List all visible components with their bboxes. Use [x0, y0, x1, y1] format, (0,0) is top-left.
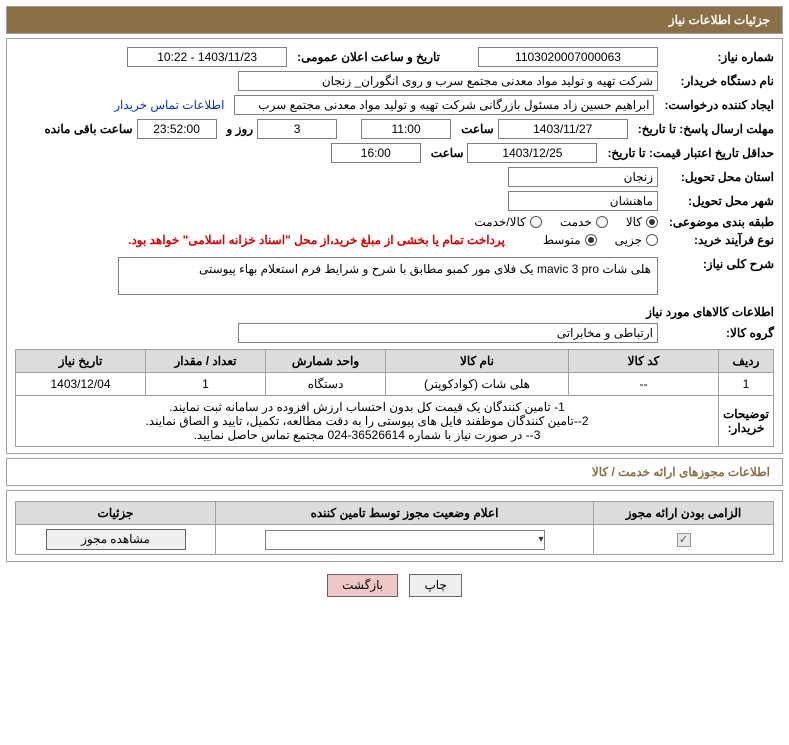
lic-status-cell: ▾ [216, 525, 594, 555]
province-value: زنجان [508, 167, 658, 187]
city-label: شهر محل تحویل: [662, 194, 774, 208]
cat-gs-text: کالا/خدمت [474, 215, 525, 229]
items-table: ردیف کد کالا نام کالا واحد شمارش تعداد /… [15, 349, 774, 447]
col-qty: تعداد / مقدار [146, 350, 266, 373]
cat-goods-radio[interactable]: کالا [626, 215, 658, 229]
cell-name: هلی شات (کوادکوپتر) [386, 373, 569, 396]
requester-value: ابراهیم حسین زاد مسئول بازرگانی شرکت تهی… [234, 95, 654, 115]
proc-medium-text: متوسط [543, 233, 581, 247]
remaining-days: 3 [257, 119, 337, 139]
cell-idx: 1 [718, 373, 773, 396]
remaining-hms: 23:52:00 [137, 119, 217, 139]
need-details-panel: شماره نیاز: 1103020007000063 تاریخ و ساع… [6, 38, 783, 454]
cat-service-radio[interactable]: خدمت [560, 215, 608, 229]
proc-partial-text: جزیی [615, 233, 642, 247]
license-section-title: اطلاعات مجوزهای ارائه خدمت / کالا [6, 458, 783, 486]
announce-dt-label: تاریخ و ساعت اعلان عمومی: [291, 50, 440, 64]
proc-partial-radio[interactable]: جزیی [615, 233, 658, 247]
min-validity-date: 1403/12/25 [467, 143, 597, 163]
page-title-bar: جزئیات اطلاعات نیاز [6, 6, 783, 34]
footer-buttons: چاپ بازگشت [0, 564, 789, 607]
payment-note: پرداخت تمام یا بخشی از مبلغ خرید،از محل … [128, 233, 515, 247]
subject-cat-label: طبقه بندی موضوعی: [662, 215, 774, 229]
chevron-down-icon: ▾ [538, 534, 543, 545]
buyer-note-3: 3-- در صورت نیاز با شماره 36526614-024 م… [20, 428, 714, 442]
license-panel: الزامی بودن ارائه مجوز اعلام وضعیت مجوز … [6, 490, 783, 562]
buyer-contact-link[interactable]: اطلاعات تماس خریدار [114, 98, 230, 112]
total-desc-value: هلی شات mavic 3 pro یک فلای مور کمبو مطا… [118, 257, 658, 295]
col-idx: ردیف [718, 350, 773, 373]
license-table: الزامی بودن ارائه مجوز اعلام وضعیت مجوز … [15, 501, 774, 555]
total-desc-label: شرح کلی نیاز: [662, 257, 774, 271]
col-name: نام کالا [386, 350, 569, 373]
city-value: ماهنشان [508, 191, 658, 211]
reply-time-label: ساعت [455, 122, 494, 136]
need-no-value: 1103020007000063 [478, 47, 658, 67]
status-select[interactable]: ▾ [265, 530, 545, 550]
buyer-notes-cell: 1- تامین کنندگان یک قیمت کل بدون احتساب … [16, 396, 719, 447]
cell-qty: 1 [146, 373, 266, 396]
min-validity-time: 16:00 [331, 143, 421, 163]
need-no-label: شماره نیاز: [662, 50, 774, 64]
table-row: 1 -- هلی شات (کوادکوپتر) دستگاه 1 1403/1… [16, 373, 774, 396]
cat-goodsservice-radio[interactable]: کالا/خدمت [474, 215, 541, 229]
remaining-suffix: ساعت باقی مانده [38, 122, 132, 136]
process-group: جزیی متوسط [543, 233, 658, 247]
buyer-note-1: 1- تامین کنندگان یک قیمت کل بدون احتساب … [20, 400, 714, 414]
lic-col-details: جزئیات [16, 502, 216, 525]
process-label: نوع فرآیند خرید: [662, 233, 774, 247]
requester-label: ایجاد کننده درخواست: [658, 98, 774, 112]
subject-cat-group: کالا خدمت کالا/خدمت [474, 215, 658, 229]
buyer-note-2: 2--تامین کنندگان موظفند فایل های پیوستی … [20, 414, 714, 428]
min-validity-label: حداقل تاریخ اعتبار قیمت: تا تاریخ: [601, 146, 774, 160]
print-button[interactable]: چاپ [409, 574, 461, 597]
goods-group-value: ارتباطی و مخابراتی [238, 323, 658, 343]
buyer-org-value: شرکت تهیه و تولید مواد معدنی مجتمع سرب و… [238, 71, 658, 91]
buyer-org-label: نام دستگاه خریدار: [662, 74, 774, 88]
license-row: ✓ ▾ مشاهده مجوز [16, 525, 774, 555]
reply-deadline-label: مهلت ارسال پاسخ: تا تاریخ: [632, 122, 774, 136]
table-row-notes: توضیحات خریدار: 1- تامین کنندگان یک قیمت… [16, 396, 774, 447]
back-button[interactable]: بازگشت [327, 574, 398, 597]
col-date: تاریخ نیاز [16, 350, 146, 373]
cell-code: -- [568, 373, 718, 396]
view-license-button[interactable]: مشاهده مجوز [46, 529, 186, 550]
lic-col-required: الزامی بودن ارائه مجوز [594, 502, 774, 525]
col-unit: واحد شمارش [266, 350, 386, 373]
goods-group-label: گروه کالا: [662, 326, 774, 340]
reply-time-value: 11:00 [361, 119, 451, 139]
lic-details-cell: مشاهده مجوز [16, 525, 216, 555]
cell-date: 1403/12/04 [16, 373, 146, 396]
min-validity-time-label: ساعت [425, 146, 464, 160]
reply-date-value: 1403/11/27 [498, 119, 628, 139]
lic-required-cell: ✓ [594, 525, 774, 555]
cat-service-text: خدمت [560, 215, 592, 229]
proc-medium-radio[interactable]: متوسط [543, 233, 597, 247]
lic-col-status: اعلام وضعیت مجوز توسط تامین کننده [216, 502, 594, 525]
announce-dt-value: 1403/11/23 - 10:22 [127, 47, 287, 67]
col-code: کد کالا [568, 350, 718, 373]
days-and-label: روز و [221, 122, 254, 136]
required-checkbox: ✓ [677, 533, 691, 547]
cell-unit: دستگاه [266, 373, 386, 396]
goods-info-title: اطلاعات کالاهای مورد نیاز [640, 305, 774, 319]
buyer-notes-label: توضیحات خریدار: [718, 396, 773, 447]
cat-goods-text: کالا [626, 215, 642, 229]
province-label: استان محل تحویل: [662, 170, 774, 184]
